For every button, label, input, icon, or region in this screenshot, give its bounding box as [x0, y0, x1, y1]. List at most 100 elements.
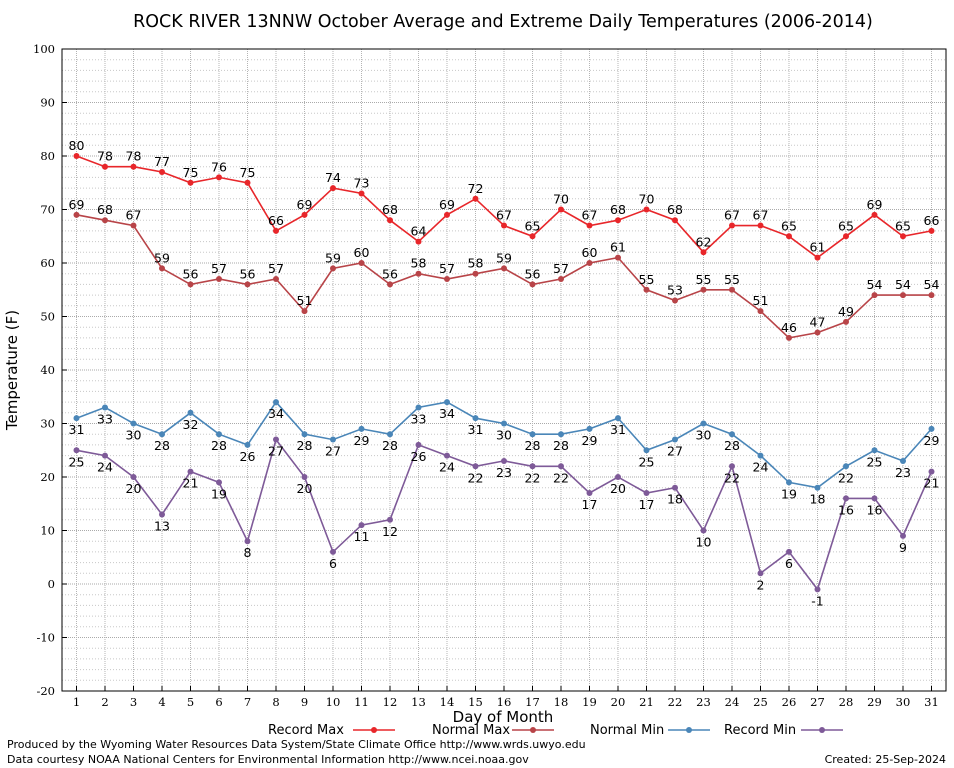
- record-min-data-label: 25: [69, 454, 85, 469]
- record-max-point: [244, 179, 251, 186]
- normal-min-data-label: 22: [838, 470, 854, 485]
- x-tick-label: 20: [611, 695, 626, 709]
- record-min-point: [814, 586, 821, 593]
- record-max-data-label: 65: [525, 218, 541, 233]
- x-tick-label: 12: [383, 695, 398, 709]
- record-max-data-label: 69: [297, 197, 313, 212]
- normal-min-data-label: 28: [211, 438, 227, 453]
- normal-min-data-label: 28: [297, 438, 313, 453]
- normal-max-point: [700, 286, 707, 293]
- record-min-data-label: 10: [696, 535, 712, 550]
- record-min-point: [216, 479, 222, 486]
- record-max-series: 80 78 78 77 75 76 75 66 69 74 73 68 64 69 72 67 65 70 67 68…: [69, 138, 939, 261]
- normal-max-data-label: 46: [781, 320, 797, 335]
- y-tick-label: 60: [40, 256, 55, 270]
- normal-min-data-label: 28: [382, 438, 398, 453]
- normal-max-data-label: 59: [325, 250, 341, 265]
- record-min-data-label: 16: [867, 502, 883, 517]
- normal-min-point: [301, 431, 308, 438]
- record-min-point: [843, 495, 849, 502]
- normal-max-point: [187, 281, 194, 288]
- record-min-data-label: 20: [610, 481, 626, 496]
- record-min-data-label: 27: [268, 444, 284, 459]
- record-min-point: [729, 463, 735, 470]
- y-tick-label: 100: [33, 42, 55, 56]
- record-min-data-label: 13: [154, 518, 170, 533]
- legend: Record Max Normal Max Normal Min Record Min: [268, 723, 843, 738]
- normal-min-data-label: 25: [639, 454, 655, 469]
- record-max-data-label: 80: [69, 138, 85, 153]
- record-min-data-label: 20: [126, 481, 142, 496]
- record-min-point: [615, 474, 621, 480]
- normal-min-point: [444, 399, 450, 406]
- normal-min-point: [729, 431, 735, 438]
- x-tick-label: 14: [440, 695, 455, 709]
- record-min-data-label: 24: [97, 460, 113, 475]
- record-min-point: [643, 490, 650, 497]
- normal-min-data-label: 27: [325, 444, 341, 459]
- normal-max-data-label: 54: [867, 277, 883, 292]
- record-max-point: [130, 163, 137, 170]
- record-max-data-label: 77: [154, 154, 170, 169]
- y-tick-label: 10: [40, 524, 55, 538]
- normal-max-point: [387, 281, 393, 288]
- record-max-data-label: 68: [382, 202, 398, 217]
- x-tick-label: 5: [187, 695, 194, 709]
- normal-max-data-label: 69: [69, 197, 85, 212]
- normal-min-data-label: 18: [810, 492, 826, 507]
- record-min-point: [102, 452, 108, 459]
- record-min-point: [330, 548, 336, 555]
- normal-max-data-label: 67: [126, 208, 142, 223]
- normal-min-data-label: 34: [268, 406, 284, 421]
- normal-max-point: [415, 270, 422, 277]
- normal-max-data-label: 58: [468, 256, 484, 271]
- normal-min-point: [786, 479, 792, 486]
- record-min-data-label: 9: [899, 540, 907, 555]
- normal-min-series: 31 33 30 28 32 28 26 34 28 27 29 28 33 34 31 30 28 28 29 31…: [69, 399, 940, 507]
- normal-min-data-label: 31: [69, 422, 85, 437]
- record-max-data-label: 67: [582, 208, 598, 223]
- x-axis-ticks: 1 2 3 4 5 6 7 8 9 10 11 12 13 14 15 16 17 18 19 20 21 22 23 24 2…: [73, 686, 939, 709]
- normal-max-point: [843, 318, 849, 325]
- x-tick-label: 6: [215, 695, 222, 709]
- normal-min-data-label: 24: [753, 460, 769, 475]
- normal-max-data-label: 57: [439, 261, 455, 276]
- record-min-data-label: 17: [639, 497, 655, 512]
- record-min-data-label: 11: [354, 529, 370, 544]
- record-min-point: [928, 468, 935, 475]
- normal-min-point: [843, 463, 849, 470]
- normal-max-data-label: 54: [924, 277, 940, 292]
- normal-min-point: [472, 415, 479, 422]
- record-max-data-label: 65: [838, 218, 854, 233]
- record-min-data-label: 23: [496, 465, 512, 480]
- x-tick-label: 11: [354, 695, 369, 709]
- x-tick-label: 4: [158, 695, 165, 709]
- legend-marker-record-max: [371, 727, 377, 733]
- y-tick-label: 70: [40, 203, 55, 217]
- y-tick-label: 20: [40, 470, 55, 484]
- x-tick-label: 9: [301, 695, 308, 709]
- normal-max-data-label: 57: [268, 261, 284, 276]
- record-min-point: [700, 527, 707, 534]
- normal-max-data-label: 59: [496, 250, 512, 265]
- grid: [62, 49, 946, 691]
- normal-min-point: [586, 425, 593, 432]
- normal-max-data-label: 56: [525, 266, 541, 281]
- normal-min-point: [814, 484, 821, 491]
- record-max-data-label: 75: [240, 165, 256, 180]
- normal-max-data-label: 59: [154, 250, 170, 265]
- normal-max-data-label: 57: [211, 261, 227, 276]
- normal-min-point: [102, 404, 108, 411]
- record-min-data-label: 21: [183, 476, 199, 491]
- record-min-point: [73, 447, 80, 454]
- record-max-data-label: 73: [354, 175, 370, 190]
- record-min-data-label: 6: [329, 556, 337, 571]
- normal-min-data-label: 29: [924, 433, 940, 448]
- normal-min-point: [415, 404, 422, 411]
- record-max-point: [187, 179, 194, 186]
- x-tick-label: 29: [867, 695, 882, 709]
- y-tick-label: 80: [40, 149, 55, 163]
- x-axis-label: Day of Month: [453, 708, 554, 726]
